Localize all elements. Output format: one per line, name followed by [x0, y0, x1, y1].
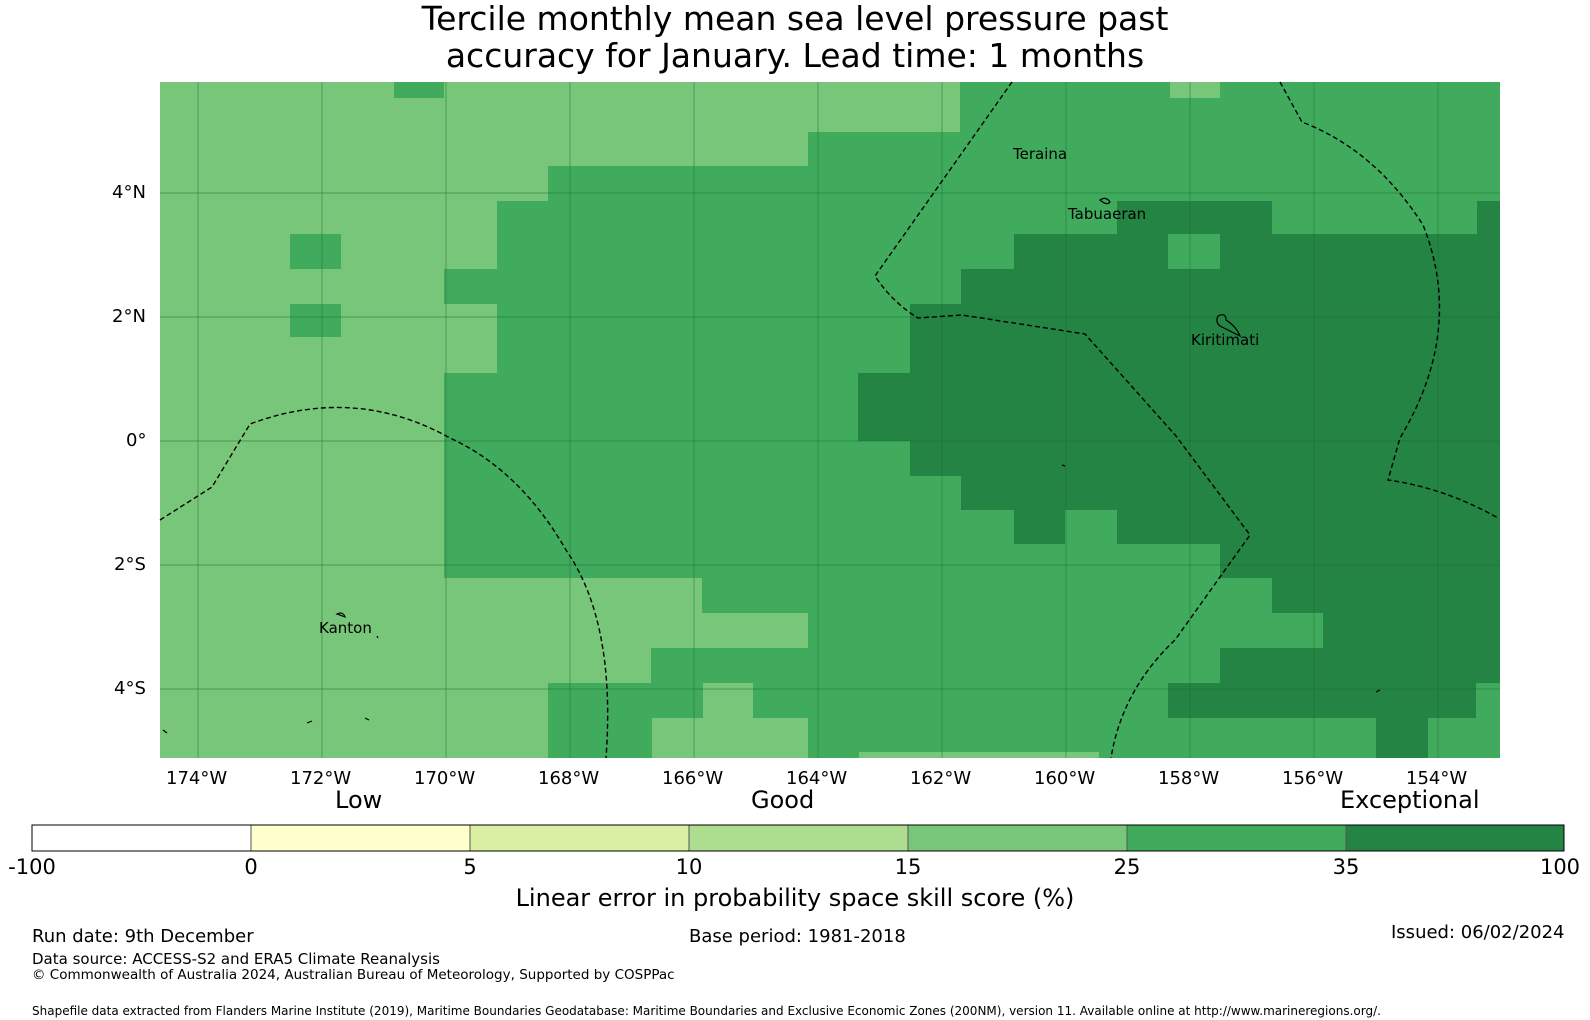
legend-category-exceptional: Exceptional — [1340, 786, 1480, 814]
place-label-teraina: Teraina — [1013, 145, 1068, 163]
lon-label: 168°W — [538, 768, 600, 789]
place-label-kiritimati: Kiritimati — [1191, 331, 1260, 349]
colorbar-title: Linear error in probability space skill … — [515, 884, 1075, 912]
kiritimati-island — [1216, 314, 1242, 338]
chart-title: Tercile monthly mean sea level pressure … — [0, 0, 1590, 74]
legend-category-low: Low — [335, 786, 383, 814]
colorbar-swatch — [32, 825, 251, 851]
region-15-25 — [160, 82, 1220, 758]
colorbar-tick: 0 — [244, 855, 258, 879]
colorbar-swatch — [689, 825, 908, 851]
skill-map — [159, 81, 1500, 759]
legend-category-good: Good — [751, 786, 815, 814]
colorbar-tick: -100 — [8, 855, 56, 879]
region-25-35-hole — [1168, 234, 1220, 269]
islet-2 — [364, 717, 370, 721]
lon-label: 174°W — [166, 768, 228, 789]
colorbar-swatch — [251, 825, 470, 851]
islet-1 — [306, 720, 313, 724]
colorbar-tick: 10 — [675, 855, 703, 879]
colorbar-swatch — [470, 825, 689, 851]
lon-label: 160°W — [1034, 768, 1096, 789]
lat-label: 2°S — [114, 554, 146, 575]
issued-date: Issued: 06/02/2024 — [1391, 922, 1565, 943]
data-source: Data source: ACCESS-S2 and ERA5 Climate … — [32, 950, 440, 968]
islet-5 — [1061, 464, 1066, 467]
colorbar-tick: 100 — [1539, 855, 1581, 879]
graticule — [160, 82, 1500, 758]
island-outlines — [162, 197, 1381, 734]
colorbar-tick: 5 — [463, 855, 477, 879]
colorbar-swatch — [908, 825, 1127, 851]
lat-label: 4°N — [112, 182, 146, 203]
lat-label: 0° — [126, 430, 147, 451]
copyright: © Commonwealth of Australia 2024, Austra… — [32, 967, 675, 983]
lon-label: 170°W — [414, 768, 476, 789]
lon-label: 164°W — [786, 768, 848, 789]
lon-label: 156°W — [1282, 768, 1344, 789]
islet-6 — [376, 635, 379, 639]
tabuaeran-island — [1099, 197, 1111, 205]
colorbar-tick: 35 — [1332, 855, 1360, 879]
islet-3 — [1375, 689, 1381, 693]
colorbar-tick: 15 — [894, 855, 922, 879]
colorbar-frame — [31, 824, 1565, 852]
title-line-1: Tercile monthly mean sea level pressure … — [421, 0, 1169, 38]
region-35-100 — [858, 201, 1500, 758]
title-line-2: accuracy for January. Lead time: 1 month… — [445, 36, 1145, 75]
colorbar-tick: 25 — [1113, 855, 1141, 879]
lon-label: 154°W — [1406, 768, 1468, 789]
place-label-tabuaeran: Tabuaeran — [1068, 205, 1147, 223]
lon-label: 172°W — [290, 768, 352, 789]
run-date: Run date: 9th December — [32, 926, 254, 947]
islet-4 — [162, 729, 168, 734]
lat-label: 2°N — [112, 306, 146, 327]
base-period: Base period: 1981-2018 — [689, 926, 906, 947]
kanton-island — [335, 612, 346, 619]
colorbar-swatch — [1127, 825, 1346, 851]
lon-label: 166°W — [662, 768, 724, 789]
lat-label: 4°S — [114, 678, 146, 699]
lon-label: 162°W — [910, 768, 972, 789]
lon-label: 158°W — [1158, 768, 1220, 789]
colorbar — [31, 824, 1565, 852]
colorbar-dividers — [250, 825, 1347, 851]
colorbar-swatch — [1346, 825, 1564, 851]
eez-boundaries — [159, 81, 1499, 759]
place-label-kanton: Kanton — [319, 619, 372, 637]
region-25-35 — [290, 82, 652, 758]
shapefile-credit: Shapefile data extracted from Flanders M… — [32, 1004, 1381, 1018]
